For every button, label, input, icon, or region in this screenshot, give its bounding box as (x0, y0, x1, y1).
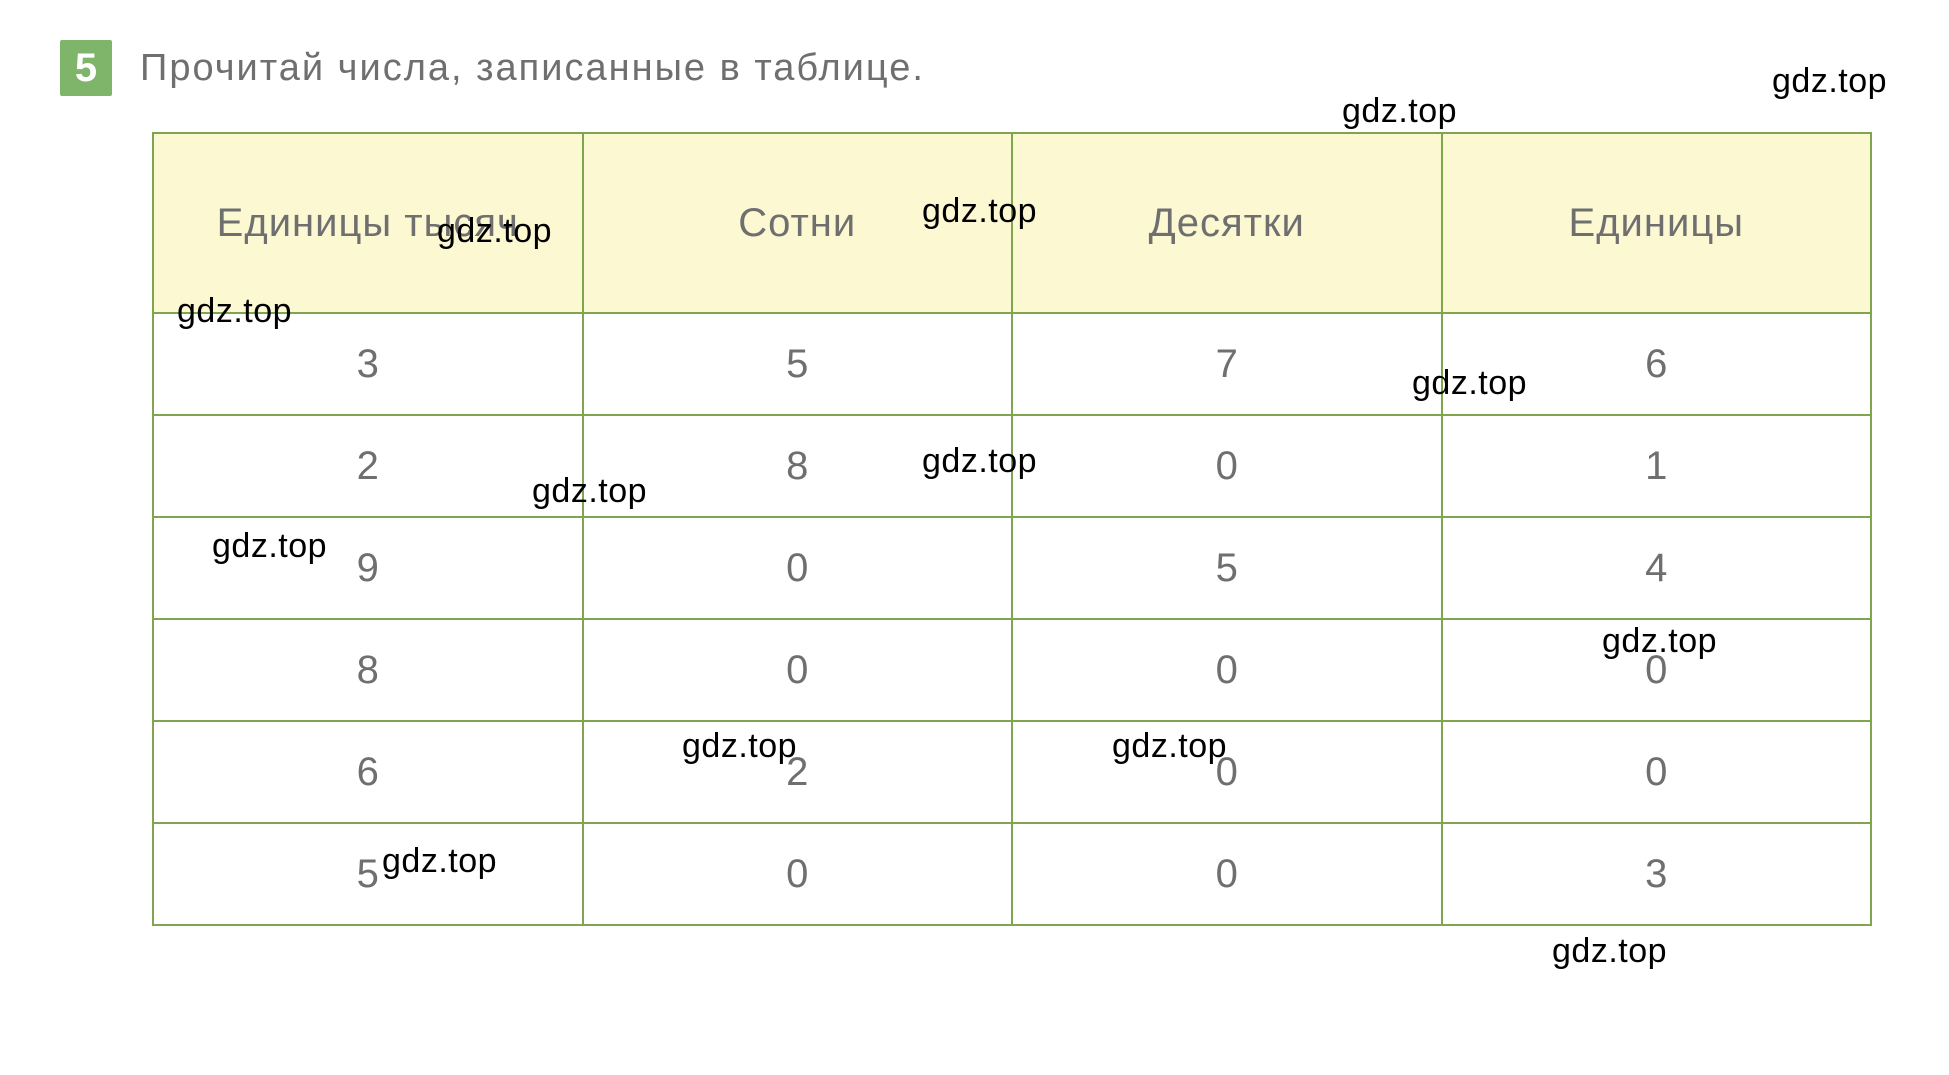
cell: 4 (1442, 517, 1872, 619)
cell: 6 (1442, 313, 1872, 415)
cell: 8 (583, 415, 1013, 517)
cell: 0 (1442, 619, 1872, 721)
table-row: 6 2 0 0 (153, 721, 1871, 823)
watermark-text: gdz.top (1552, 932, 1667, 971)
cell: 8 (153, 619, 583, 721)
cell: 5 (1012, 517, 1442, 619)
cell: 3 (153, 313, 583, 415)
table-row: 3 5 7 6 (153, 313, 1871, 415)
cell: 0 (1012, 619, 1442, 721)
cell: 3 (1442, 823, 1872, 925)
watermark-text: gdz.top (1342, 92, 1457, 131)
table-row: 8 0 0 0 (153, 619, 1871, 721)
exercise-title: Прочитай числа, записанные в таблице. (140, 40, 925, 96)
cell: 9 (153, 517, 583, 619)
table-row: 9 0 5 4 (153, 517, 1871, 619)
table-wrapper: Единицы тысяч Сотни Десятки Единицы 3 5 … (152, 132, 1889, 926)
cell: 2 (153, 415, 583, 517)
cell: 2 (583, 721, 1013, 823)
cell: 6 (153, 721, 583, 823)
col-thousands: Единицы тысяч (153, 133, 583, 313)
cell: 1 (1442, 415, 1872, 517)
cell: 0 (583, 823, 1013, 925)
exercise-header: 5 Прочитай числа, записанные в таблице. (60, 40, 1889, 96)
cell: 5 (583, 313, 1013, 415)
table-row: 5 0 0 3 (153, 823, 1871, 925)
cell: 0 (583, 619, 1013, 721)
col-tens: Десятки (1012, 133, 1442, 313)
table-row: 2 8 0 1 (153, 415, 1871, 517)
cell: 0 (1442, 721, 1872, 823)
col-hundreds: Сотни (583, 133, 1013, 313)
cell: 0 (1012, 721, 1442, 823)
table-header-row: Единицы тысяч Сотни Десятки Единицы (153, 133, 1871, 313)
exercise-number-badge: 5 (60, 40, 112, 96)
cell: 0 (1012, 823, 1442, 925)
cell: 5 (153, 823, 583, 925)
cell: 7 (1012, 313, 1442, 415)
cell: 0 (1012, 415, 1442, 517)
table-body: 3 5 7 6 2 8 0 1 9 0 5 4 8 0 0 0 (153, 313, 1871, 925)
col-units: Единицы (1442, 133, 1872, 313)
numbers-table: Единицы тысяч Сотни Десятки Единицы 3 5 … (152, 132, 1872, 926)
cell: 0 (583, 517, 1013, 619)
